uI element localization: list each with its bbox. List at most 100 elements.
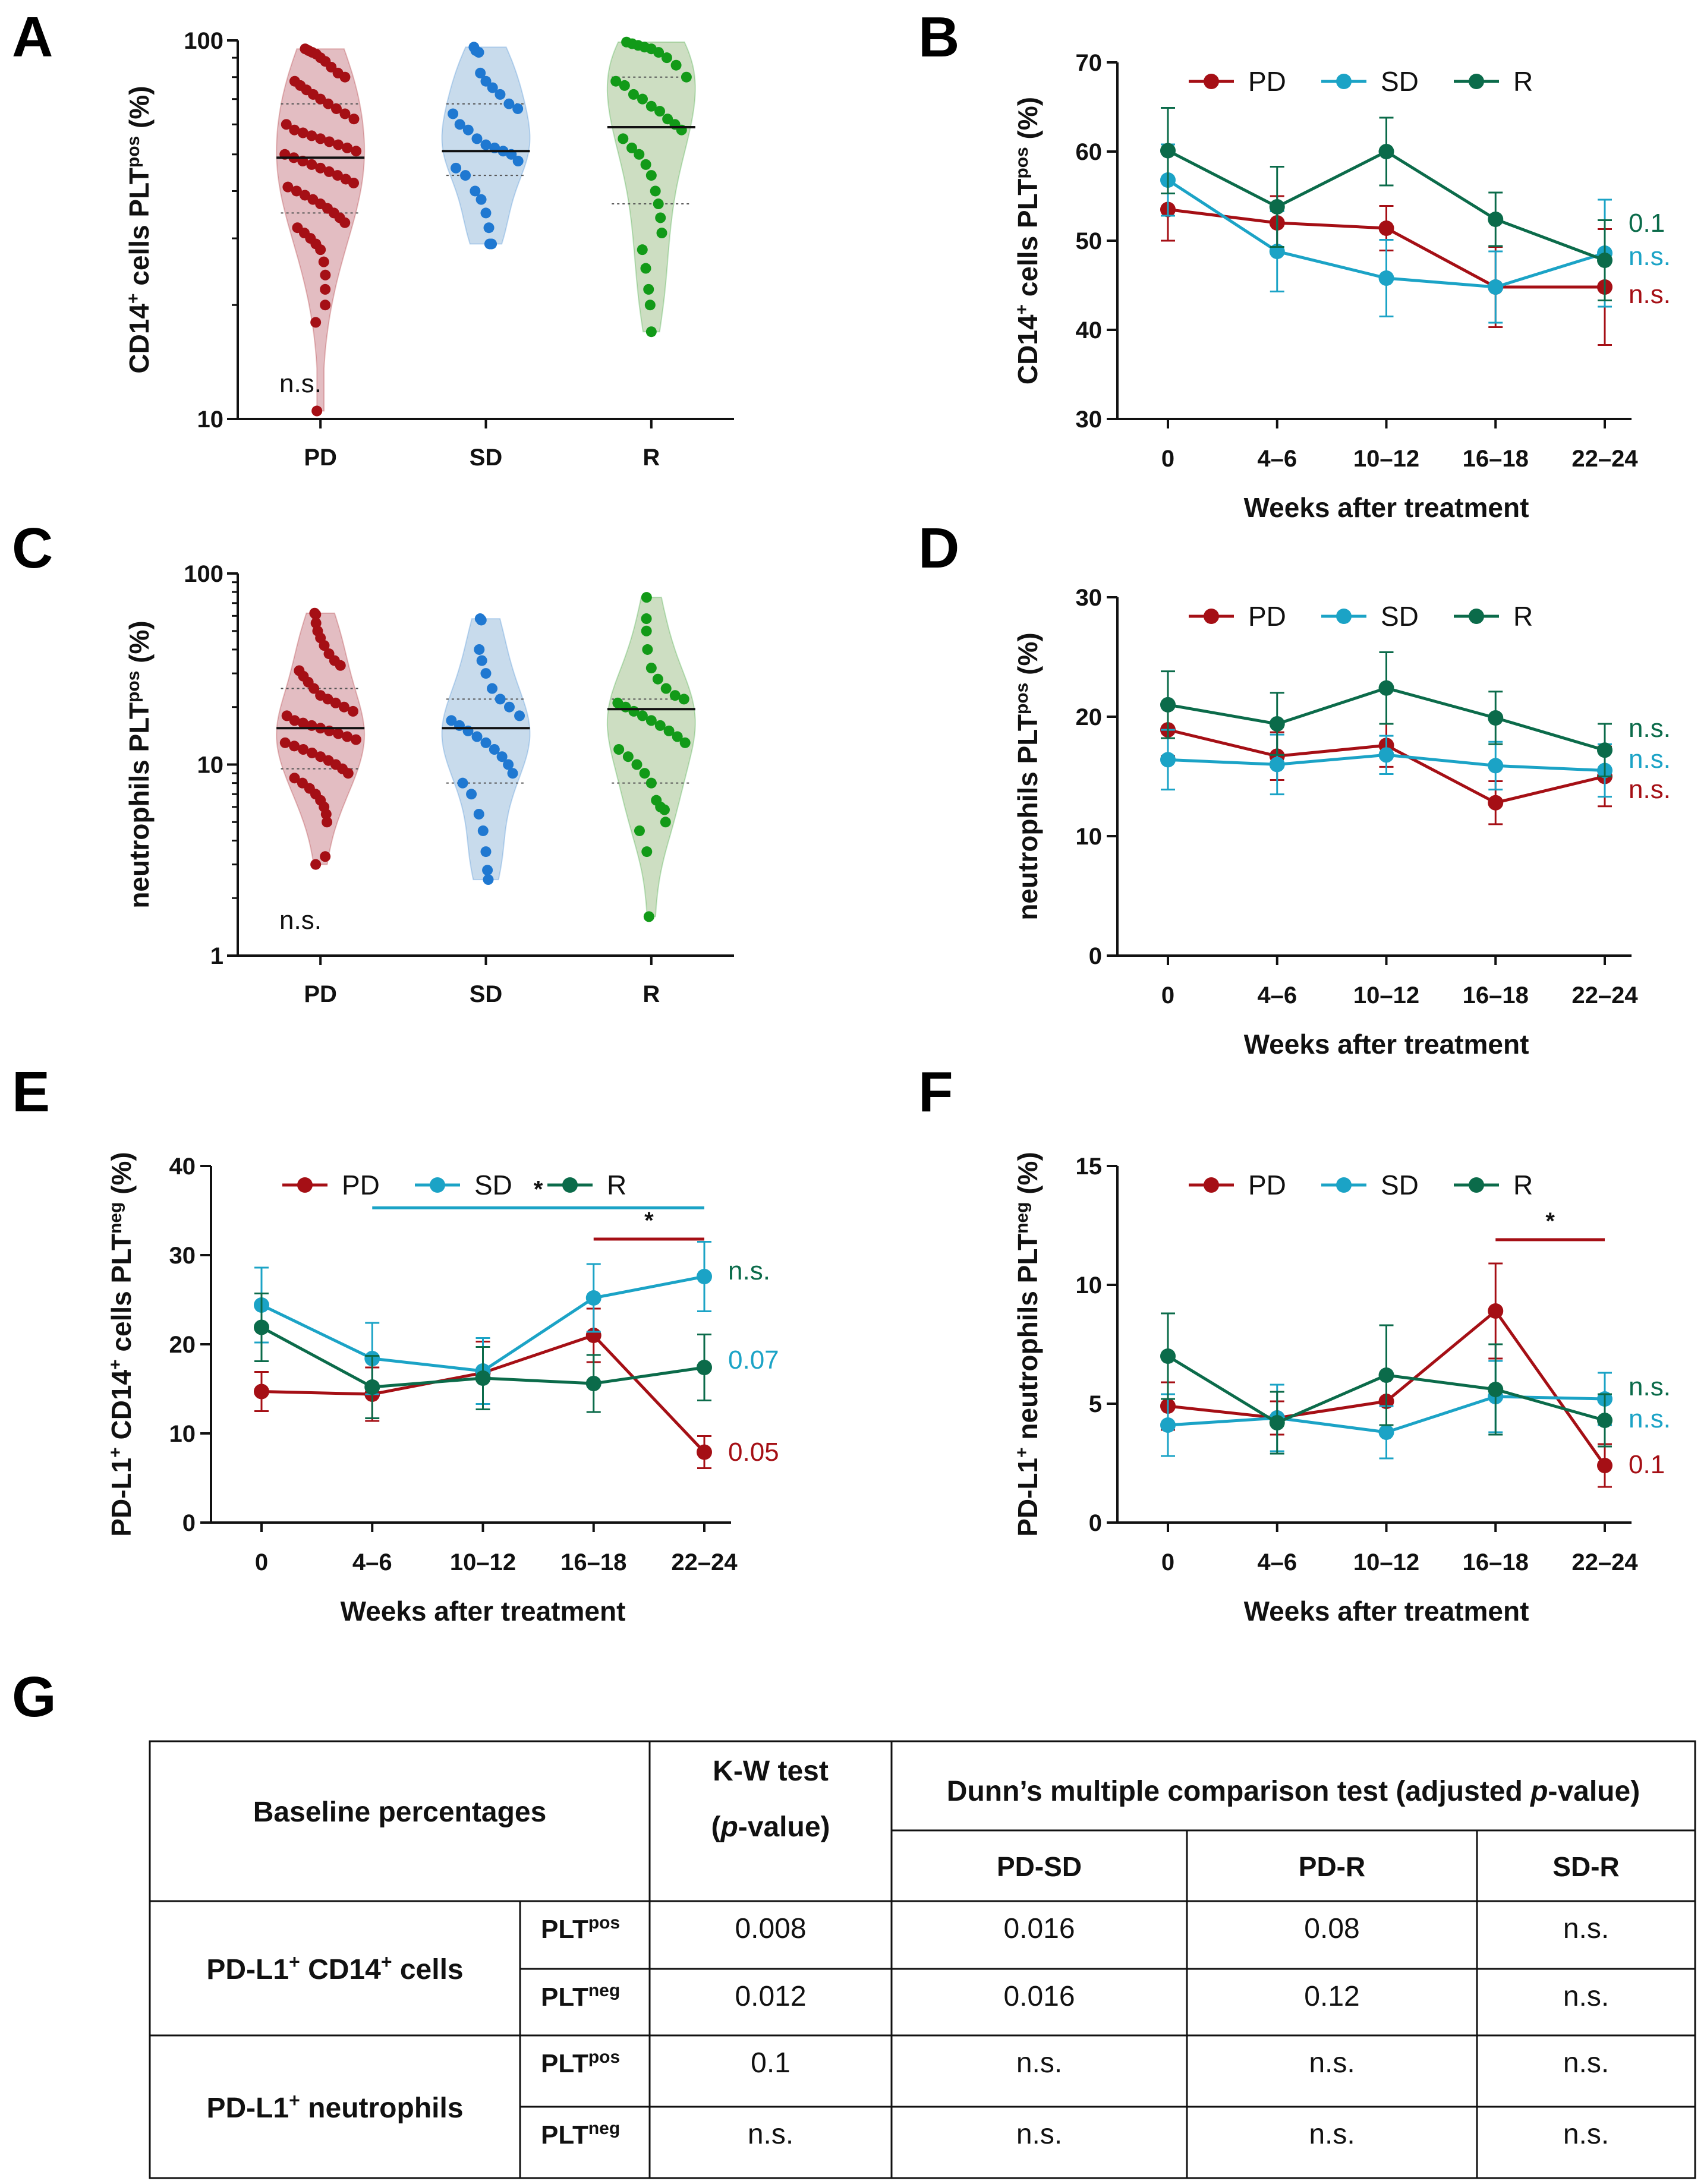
panel-letter-f: F (918, 1060, 953, 1124)
data-point-pd (310, 317, 322, 328)
stat-annotation: n.s. (279, 906, 322, 935)
data-point-pd (1597, 1458, 1612, 1473)
end-label-r: n.s. (1629, 1372, 1671, 1401)
data-point-sd (476, 655, 487, 666)
data-point-pd (289, 124, 300, 135)
x-tick-label: 16–18 (1463, 1549, 1529, 1575)
y-tick-label: 10 (197, 406, 224, 433)
violin-body-r (606, 41, 696, 333)
data-point-pd (323, 166, 335, 177)
y-tick-label: 0 (1089, 1510, 1102, 1536)
data-point-r (585, 1376, 601, 1391)
data-point-r (628, 89, 639, 100)
x-tick-label: 4–6 (1257, 1549, 1297, 1575)
legend-marker-pd (1204, 74, 1219, 89)
data-point-pd (289, 740, 300, 752)
legend-label-sd: SD (1381, 601, 1419, 632)
y-tick-label: 100 (184, 561, 223, 587)
data-point-pd (281, 710, 292, 721)
data-point-r (637, 93, 648, 105)
data-point-r (634, 149, 645, 160)
data-point-r (645, 100, 657, 112)
data-point-pd (310, 609, 322, 620)
y-axis-label-part: (%) (124, 86, 155, 135)
data-point-pd (282, 181, 294, 193)
data-point-pd (333, 139, 344, 150)
y-axis-label: PD-L1+ CD14+ cells PLTneg (%) (106, 1152, 137, 1536)
plt-text: PLT (541, 1915, 588, 1944)
data-point-r (697, 1360, 712, 1375)
data-point-r (1160, 697, 1176, 713)
data-point-r (634, 825, 645, 836)
y-axis-label-part: + (124, 293, 143, 304)
data-point-sd (471, 133, 483, 144)
y-tick-label: 30 (1076, 406, 1103, 433)
x-tick-label: 0 (1161, 982, 1174, 1009)
data-point-r (663, 725, 675, 736)
y-axis-label-part: CD14 (124, 304, 155, 374)
data-point-r (1378, 1367, 1394, 1383)
x-tick-label: PD (304, 445, 337, 471)
data-point-sd (496, 751, 508, 762)
y-axis-label-part: (%) (106, 1152, 137, 1202)
legend-label-r: R (1513, 66, 1533, 97)
table-group-label-part: + (289, 1951, 300, 1972)
y-tick-label: 40 (169, 1154, 196, 1180)
plt-sup: neg (588, 2119, 620, 2138)
data-point-r (1378, 144, 1394, 159)
data-point-pd (342, 142, 353, 153)
data-point-sd (1378, 747, 1394, 763)
data-point-pd (339, 71, 351, 83)
x-tick-label: R (643, 445, 660, 471)
x-tick-label: SD (470, 981, 503, 1007)
y-axis-label-part: pos (1012, 147, 1032, 178)
stat-annotation: n.s. (279, 369, 322, 398)
table-group-label-part: + (289, 2090, 300, 2111)
x-tick-label: 10–12 (450, 1549, 516, 1575)
series-r (1160, 651, 1612, 777)
x-tick-label: 0 (255, 1549, 268, 1575)
kw-header-part: ( (711, 1811, 720, 1843)
data-point-sd (483, 874, 494, 885)
data-point-r (672, 731, 683, 742)
plt-sup: pos (588, 1913, 620, 1933)
data-point-sd (480, 75, 492, 87)
data-point-r (681, 71, 692, 83)
table-cell-kw: 0.012 (735, 1981, 806, 2012)
data-point-sd (1269, 757, 1285, 773)
y-axis-label-part: pos (124, 136, 143, 168)
table-cell-pd-r: 0.12 (1304, 1981, 1359, 2012)
data-point-r (653, 47, 664, 58)
data-point-r (642, 644, 653, 655)
violin-body-sd (441, 618, 531, 881)
table-cell-kw: 0.1 (751, 2047, 790, 2079)
data-point-pd (335, 660, 346, 671)
data-point-pd (330, 103, 342, 114)
table-border (149, 1740, 1696, 2179)
end-label-sd: n.s. (1629, 242, 1671, 271)
y-axis-label-part: neg (106, 1202, 125, 1234)
data-point-pd (300, 190, 311, 201)
y-tick-label: 10 (1076, 824, 1103, 850)
data-point-r (1488, 710, 1504, 726)
significance-mark: * (1545, 1208, 1555, 1234)
end-label-r: n.s. (1629, 714, 1671, 743)
table-header-baseline: Baseline percentages (253, 1797, 547, 1828)
y-tick-label: 30 (1076, 585, 1103, 611)
data-point-r (1378, 680, 1394, 696)
data-point-sd (1160, 1417, 1176, 1433)
data-point-sd (451, 162, 462, 174)
data-point-sd (1378, 1425, 1394, 1440)
data-point-sd (482, 865, 493, 876)
y-tick-label: 70 (1076, 50, 1103, 76)
data-point-sd (480, 668, 492, 679)
panel-letter-g: G (12, 1665, 56, 1729)
table-group-label-part: neutrophils (300, 2092, 464, 2124)
data-point-r (645, 777, 657, 789)
table-group-label-part: cells (392, 1954, 464, 1986)
data-point-sd (473, 808, 484, 820)
y-tick-label: 0 (182, 1510, 196, 1536)
y-axis-label-part: neutrophils PLT (124, 702, 155, 909)
x-tick-label: 4–6 (352, 1549, 392, 1575)
data-point-r (645, 326, 657, 338)
